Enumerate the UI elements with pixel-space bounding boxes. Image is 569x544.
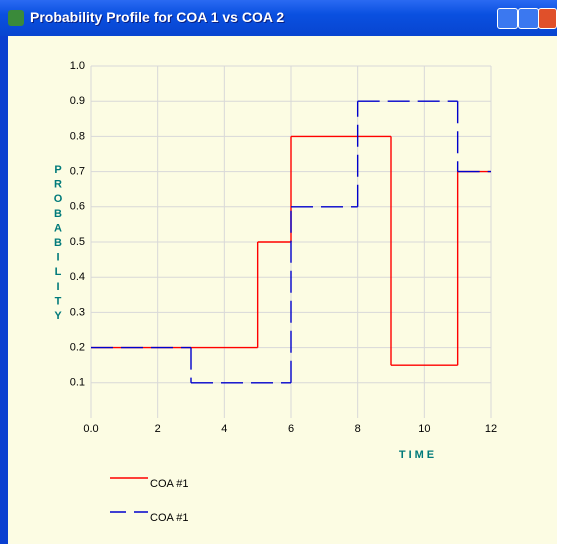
title-bar: Probability Profile for COA 1 vs COA 2 — [0, 0, 557, 36]
y-tick-label: 0.5 — [70, 236, 85, 248]
y-tick-label: 0.7 — [70, 166, 85, 178]
x-tick-label: 12 — [485, 423, 497, 435]
y-tick-label: 0.4 — [70, 271, 85, 283]
y-tick-label: 1.0 — [70, 60, 85, 72]
x-tick-label: 10 — [418, 423, 430, 435]
x-axis-label: TIME — [399, 449, 437, 461]
x-tick-label: 0.0 — [83, 423, 98, 435]
minimize-button[interactable] — [497, 8, 518, 29]
legend-label: COA #1 — [150, 478, 189, 490]
legend-label: COA #1 — [150, 512, 189, 524]
x-tick-label: 8 — [355, 423, 361, 435]
window-body — [8, 36, 557, 544]
y-tick-label: 0.9 — [70, 95, 85, 107]
y-tick-label: 0.1 — [70, 377, 85, 389]
x-tick-label: 2 — [155, 423, 161, 435]
y-tick-label: 0.8 — [70, 130, 85, 142]
y-tick-label: 0.6 — [70, 201, 85, 213]
x-tick-label: 6 — [288, 423, 294, 435]
window: Probability Profile for COA 1 vs COA 2 — [0, 0, 557, 544]
window-title: Probability Profile for COA 1 vs COA 2 — [30, 9, 285, 25]
x-tick-label: 4 — [221, 423, 227, 435]
y-tick-label: 0.3 — [70, 306, 85, 318]
app-icon — [8, 10, 24, 26]
y-tick-label: 0.2 — [70, 342, 85, 354]
close-button[interactable] — [538, 8, 557, 29]
